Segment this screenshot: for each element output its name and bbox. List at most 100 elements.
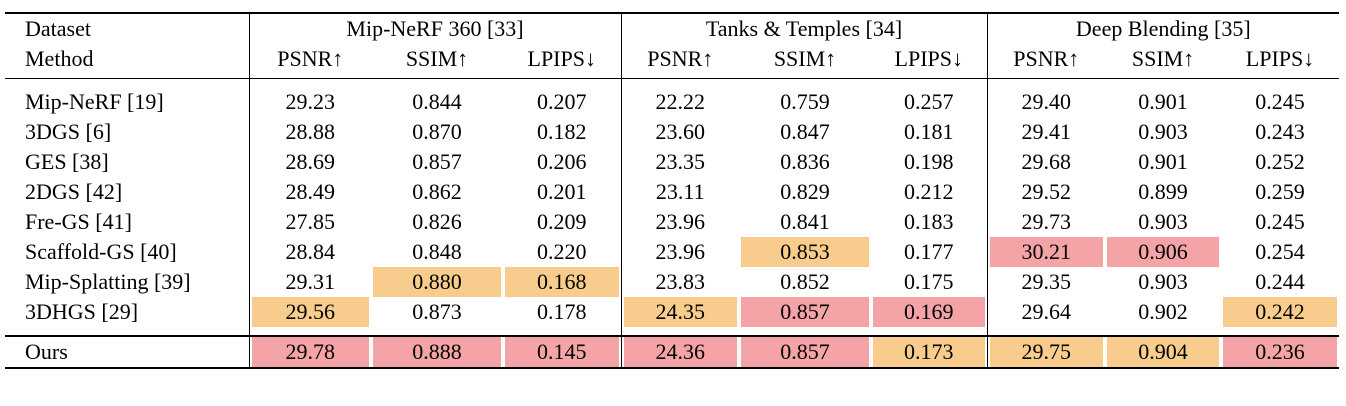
metric-value: 23.83 [655, 269, 706, 294]
metric-cell: 0.873 [371, 297, 503, 327]
metric-cell: 0.880 [371, 267, 503, 297]
metric-value: 29.41 [1021, 119, 1072, 144]
metric-cell: 0.259 [1221, 177, 1339, 207]
metric-cell: 29.23 [248, 78, 371, 117]
table-row: Mip-NeRF [19] 29.23 0.844 0.207 22.22 0.759 0.… [5, 78, 1340, 117]
metric-header: LPIPS↓ [527, 46, 596, 71]
metric-cell: 0.254 [1221, 237, 1339, 267]
dataset-label: Dataset [5, 12, 249, 44]
metric-value: 0.178 [537, 299, 587, 324]
metric-value: 22.22 [655, 89, 706, 114]
metric-cell: 0.201 [503, 177, 621, 207]
metric-value: 0.252 [1255, 149, 1305, 174]
metric-cell: 0.169 [871, 297, 987, 327]
metric-value: 0.857 [741, 337, 869, 367]
metric-cell: 0.902 [1105, 297, 1221, 327]
metric-cell: 29.52 [986, 177, 1106, 207]
metric-value: 0.243 [1255, 119, 1305, 144]
spacer-row [5, 327, 1339, 336]
metric-value: 29.31 [285, 269, 336, 294]
metric-cell: 0.244 [1221, 267, 1339, 297]
metric-value: 0.169 [873, 297, 985, 327]
metric-cell: 0.220 [503, 237, 621, 267]
metric-value: 0.245 [1255, 209, 1305, 234]
metric-value: 0.903 [1138, 269, 1188, 294]
method-name: Mip-Splatting [39] [25, 269, 191, 294]
metric-value: 0.177 [904, 239, 954, 264]
metric-cell: 0.888 [371, 335, 503, 369]
metric-value: 0.853 [741, 237, 869, 267]
metric-cell: 23.83 [620, 267, 739, 297]
method-name: Fre-GS [41] [25, 209, 132, 234]
metric-header: SSIM↑ [773, 46, 837, 71]
metric-header: PSNR↑ [248, 44, 371, 79]
metric-cell: 0.899 [1105, 177, 1221, 207]
metric-cell: 0.177 [871, 237, 987, 267]
metric-value: 0.841 [780, 209, 830, 234]
metric-value: 0.847 [780, 119, 830, 144]
metric-value: 28.69 [285, 149, 336, 174]
metric-cell: 0.209 [503, 207, 621, 237]
metric-cell: 23.11 [620, 177, 739, 207]
metric-value: 0.183 [904, 209, 954, 234]
metric-value: 0.182 [537, 119, 587, 144]
metric-value: 0.888 [373, 337, 501, 367]
metric-cell: 0.906 [1105, 237, 1221, 267]
metric-cell: 0.242 [1221, 297, 1339, 327]
metric-cell: 28.84 [248, 237, 371, 267]
metric-value: 0.245 [1255, 89, 1305, 114]
metric-value: 0.254 [1255, 239, 1305, 264]
metric-value: 0.870 [412, 119, 462, 144]
metric-header: LPIPS↓ [1245, 46, 1315, 71]
metric-value: 29.75 [989, 337, 1104, 367]
metric-value: 0.198 [904, 149, 954, 174]
metric-cell: 0.245 [1221, 207, 1339, 237]
group-header-mipnerf360: Mip-NeRF 360 [33] [248, 12, 621, 44]
metric-value: 29.56 [251, 297, 369, 327]
metric-cell: 0.857 [739, 335, 871, 369]
metric-cell: 0.857 [371, 147, 503, 177]
metric-value: 0.212 [904, 179, 954, 204]
metric-cell: 27.85 [248, 207, 371, 237]
spacer-cell [986, 327, 1106, 336]
metric-value: 0.759 [780, 89, 830, 114]
spacer-cell [1221, 327, 1339, 336]
metric-value: 23.96 [655, 239, 706, 264]
metric-cell: 0.836 [739, 147, 871, 177]
metric-value: 0.901 [1138, 89, 1188, 114]
method-name: 3DGS [6] [25, 119, 112, 144]
metric-value: 0.903 [1138, 209, 1188, 234]
method-name: Scaffold-GS [40] [25, 239, 177, 264]
metric-header: PSNR↑ [620, 44, 739, 79]
metric-value: 29.68 [1021, 149, 1072, 174]
metric-value: 0.857 [412, 149, 462, 174]
metric-value: 0.257 [904, 89, 954, 114]
metric-cell: 29.41 [986, 117, 1106, 147]
metric-cell: 0.901 [1105, 147, 1221, 177]
metric-value: 0.826 [412, 209, 462, 234]
metric-value: 28.84 [285, 239, 336, 264]
table-row: 2DGS [42] 28.49 0.862 0.201 23.11 0.829 0.212 2… [5, 177, 1339, 207]
metric-cell: 0.207 [503, 78, 621, 117]
metric-value: 0.852 [780, 269, 830, 294]
metric-value: 0.181 [904, 119, 954, 144]
method-name: 2DGS [42] [25, 179, 123, 204]
metric-cell: 0.853 [739, 237, 871, 267]
metric-cell: 24.35 [620, 297, 739, 327]
spacer-cell [503, 327, 621, 336]
metric-header: SSIM↑ [405, 46, 469, 71]
metric-cell: 0.852 [739, 267, 871, 297]
metric-value: 23.60 [655, 119, 706, 144]
metric-cell: 0.198 [871, 147, 987, 177]
metric-cell: 0.168 [503, 267, 621, 297]
metric-value: 28.49 [285, 179, 336, 204]
metric-cell: 29.73 [986, 207, 1106, 237]
metric-cell: 0.181 [871, 117, 987, 147]
metric-value: 0.236 [1223, 337, 1338, 367]
metric-value: 0.862 [412, 179, 462, 204]
metric-cell: 29.35 [986, 267, 1106, 297]
metric-value: 0.173 [873, 337, 985, 367]
ours-body: Ours 29.78 0.888 0.145 24.36 0.857 0.173 29.75 0… [5, 335, 1340, 369]
metric-cell: 23.96 [620, 237, 739, 267]
metric-cell: 0.826 [371, 207, 503, 237]
